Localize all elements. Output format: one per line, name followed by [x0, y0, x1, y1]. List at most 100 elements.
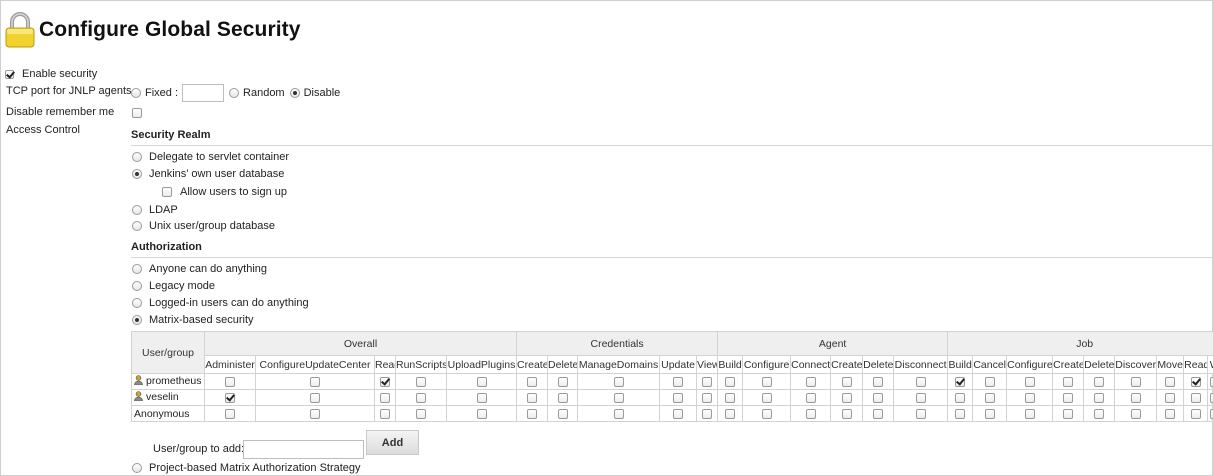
permission-checkbox[interactable] [1130, 376, 1141, 387]
permission-checkbox[interactable] [702, 376, 713, 387]
auth-option-matrix[interactable]: Matrix-based security [132, 314, 254, 326]
realm-jenkins-db-radio[interactable] [132, 169, 142, 179]
permission-checkbox[interactable] [1209, 408, 1213, 419]
realm-ldap-radio[interactable] [132, 205, 142, 215]
tcp-fixed-radio[interactable] [131, 88, 141, 98]
permission-checkbox[interactable] [1024, 392, 1035, 403]
permission-checkbox[interactable] [225, 376, 235, 387]
permission-checkbox[interactable] [1063, 392, 1074, 403]
permission-checkbox[interactable] [1209, 392, 1213, 403]
permission-checkbox[interactable] [225, 408, 235, 419]
auth-anyone-radio[interactable] [132, 264, 142, 274]
permission-checkbox[interactable] [841, 408, 852, 419]
permission-checkbox[interactable] [613, 376, 624, 387]
permission-checkbox[interactable] [761, 392, 772, 403]
permission-checkbox[interactable] [527, 376, 538, 387]
permission-checkbox[interactable] [873, 392, 884, 403]
permission-checkbox[interactable] [761, 408, 772, 419]
auth-option-anyone[interactable]: Anyone can do anything [132, 263, 267, 275]
permission-checkbox[interactable] [527, 392, 538, 403]
permission-checkbox[interactable] [1130, 392, 1141, 403]
realm-servlet-radio[interactable] [132, 152, 142, 162]
permission-checkbox[interactable] [1165, 376, 1176, 387]
permission-checkbox[interactable] [416, 392, 426, 403]
permission-checkbox[interactable] [476, 376, 487, 387]
permission-checkbox[interactable] [702, 408, 713, 419]
permission-checkbox[interactable] [557, 392, 568, 403]
auth-option-project-matrix[interactable]: Project-based Matrix Authorization Strat… [132, 462, 361, 474]
permission-checkbox[interactable] [955, 392, 966, 403]
permission-checkbox[interactable] [873, 376, 884, 387]
permission-checkbox[interactable] [725, 376, 736, 387]
permission-checkbox[interactable] [1094, 376, 1105, 387]
permission-checkbox[interactable] [527, 408, 538, 419]
permission-checkbox[interactable] [380, 376, 390, 387]
permission-checkbox[interactable] [1094, 408, 1105, 419]
auth-option-legacy[interactable]: Legacy mode [132, 280, 215, 292]
realm-option-jenkins-db[interactable]: Jenkins’ own user database [132, 168, 284, 180]
permission-checkbox[interactable] [1165, 392, 1176, 403]
permission-checkbox[interactable] [310, 392, 320, 403]
permission-checkbox[interactable] [673, 376, 684, 387]
permission-checkbox[interactable] [1024, 408, 1035, 419]
permission-checkbox[interactable] [984, 376, 995, 387]
permission-checkbox[interactable] [380, 392, 390, 403]
remember-me-checkbox[interactable] [132, 108, 142, 118]
permission-checkbox[interactable] [873, 408, 884, 419]
add-user-input[interactable] [243, 440, 364, 459]
permission-checkbox[interactable] [984, 392, 995, 403]
permission-checkbox[interactable] [380, 408, 390, 419]
allow-signup-row[interactable]: Allow users to sign up [162, 186, 287, 198]
permission-checkbox[interactable] [1024, 376, 1035, 387]
permission-checkbox[interactable] [955, 408, 966, 419]
auth-matrix-radio[interactable] [132, 315, 142, 325]
allow-signup-checkbox[interactable] [162, 187, 172, 197]
permission-checkbox[interactable] [310, 408, 320, 419]
permission-checkbox[interactable] [416, 376, 426, 387]
permission-checkbox[interactable] [702, 392, 713, 403]
permission-checkbox[interactable] [673, 392, 684, 403]
permission-checkbox[interactable] [805, 376, 816, 387]
permission-checkbox[interactable] [310, 376, 320, 387]
permission-checkbox[interactable] [915, 408, 926, 419]
realm-option-unix[interactable]: Unix user/group database [132, 220, 275, 232]
realm-unix-radio[interactable] [132, 221, 142, 231]
permission-checkbox[interactable] [1190, 376, 1201, 387]
realm-option-servlet[interactable]: Delegate to servlet container [132, 151, 289, 163]
permission-checkbox[interactable] [613, 408, 624, 419]
permission-checkbox[interactable] [557, 408, 568, 419]
permission-checkbox[interactable] [1209, 376, 1213, 387]
tcp-disable-radio[interactable] [289, 88, 300, 98]
permission-checkbox[interactable] [1063, 376, 1074, 387]
permission-checkbox[interactable] [915, 376, 926, 387]
permission-checkbox[interactable] [915, 392, 926, 403]
permission-checkbox[interactable] [841, 376, 852, 387]
permission-checkbox[interactable] [805, 408, 816, 419]
permission-checkbox[interactable] [725, 408, 736, 419]
auth-logged-in-radio[interactable] [132, 298, 142, 308]
permission-checkbox[interactable] [476, 392, 487, 403]
permission-checkbox[interactable] [984, 408, 995, 419]
auth-project-matrix-radio[interactable] [132, 463, 142, 473]
permission-checkbox[interactable] [1190, 392, 1201, 403]
auth-legacy-radio[interactable] [132, 281, 142, 291]
permission-checkbox[interactable] [225, 392, 235, 403]
permission-checkbox[interactable] [805, 392, 816, 403]
permission-checkbox[interactable] [1190, 408, 1201, 419]
permission-checkbox[interactable] [1094, 392, 1105, 403]
permission-checkbox[interactable] [841, 392, 852, 403]
permission-checkbox[interactable] [1165, 408, 1176, 419]
add-user-button[interactable]: Add [366, 430, 419, 455]
permission-checkbox[interactable] [673, 408, 684, 419]
auth-option-logged-in[interactable]: Logged-in users can do anything [132, 297, 309, 309]
enable-security-checkbox[interactable] [5, 69, 14, 79]
permission-checkbox[interactable] [476, 408, 487, 419]
permission-checkbox[interactable] [955, 376, 966, 387]
tcp-random-radio[interactable] [229, 88, 240, 98]
permission-checkbox[interactable] [1063, 408, 1074, 419]
realm-option-ldap[interactable]: LDAP [132, 204, 178, 216]
tcp-fixed-port-input[interactable] [182, 84, 225, 102]
permission-checkbox[interactable] [1130, 408, 1141, 419]
permission-checkbox[interactable] [761, 376, 772, 387]
permission-checkbox[interactable] [557, 376, 568, 387]
